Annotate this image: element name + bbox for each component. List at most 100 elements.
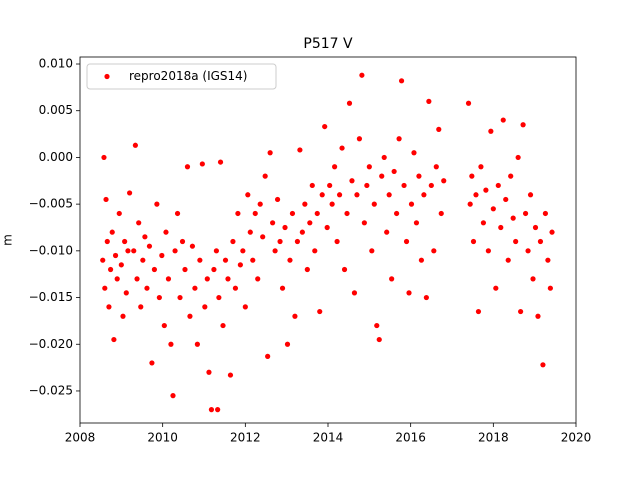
data-point	[170, 393, 176, 399]
data-point	[247, 229, 253, 235]
data-point	[199, 161, 205, 167]
data-point	[418, 257, 425, 263]
data-point	[237, 262, 243, 268]
data-point	[232, 285, 239, 291]
data-point	[172, 248, 178, 254]
data-point	[522, 210, 529, 217]
y-tick-label: −0.020	[29, 337, 73, 351]
data-point	[527, 192, 534, 198]
data-point	[510, 215, 516, 221]
x-tick-label: 2020	[561, 431, 592, 445]
data-point	[532, 224, 539, 231]
data-point	[304, 266, 310, 273]
data-point	[398, 78, 405, 84]
data-point	[230, 238, 236, 245]
data-point	[111, 336, 117, 343]
data-point	[211, 266, 217, 273]
data-point	[307, 220, 313, 226]
data-point	[433, 164, 439, 170]
y-tick-label: −0.010	[29, 243, 73, 257]
data-point	[187, 313, 193, 319]
data-point	[274, 196, 281, 203]
data-point	[473, 192, 479, 198]
data-point	[277, 238, 283, 245]
chart-title: P517 V	[303, 36, 353, 52]
data-point	[374, 322, 380, 329]
data-point	[122, 238, 128, 245]
data-point	[240, 248, 246, 254]
data-point	[493, 285, 499, 291]
data-point	[371, 201, 377, 207]
data-point	[384, 229, 390, 235]
data-point	[165, 276, 172, 282]
data-point	[184, 164, 191, 170]
data-point	[242, 304, 248, 310]
data-point	[179, 238, 186, 245]
data-point	[168, 341, 174, 347]
data-point	[174, 210, 181, 217]
y-tick-label: 0.000	[39, 150, 73, 164]
data-point	[192, 285, 198, 291]
data-point	[204, 276, 210, 282]
data-point	[475, 308, 482, 315]
data-point	[369, 248, 375, 254]
data-point	[438, 210, 444, 217]
data-point	[116, 210, 122, 217]
data-point	[498, 224, 504, 231]
data-point	[225, 276, 231, 282]
data-point	[287, 257, 293, 263]
data-point	[114, 276, 120, 282]
data-point	[140, 257, 146, 263]
data-point	[515, 154, 521, 161]
x-tick-label: 2012	[230, 431, 261, 445]
data-point	[102, 285, 108, 291]
data-point	[322, 123, 328, 130]
data-point	[194, 341, 200, 347]
data-point	[334, 238, 340, 245]
x-tick-label: 2008	[65, 431, 96, 445]
data-point	[216, 294, 222, 301]
data-point	[431, 248, 437, 254]
data-point	[359, 72, 365, 78]
data-point	[279, 285, 286, 291]
data-point	[535, 313, 541, 319]
data-point	[411, 150, 417, 156]
data-point	[136, 220, 142, 226]
x-tick-label: 2014	[313, 431, 344, 445]
data-point	[197, 257, 203, 263]
data-point	[490, 206, 496, 212]
y-axis-label: m	[1, 234, 15, 246]
data-point	[441, 178, 447, 184]
data-point	[151, 266, 157, 273]
data-point	[265, 353, 271, 359]
data-point	[109, 229, 115, 235]
data-point	[542, 210, 549, 217]
x-tick-label: 2016	[395, 431, 426, 445]
data-point	[513, 238, 519, 245]
data-point	[436, 126, 442, 132]
data-point	[100, 257, 106, 263]
data-point	[478, 164, 484, 170]
data-point	[220, 322, 226, 329]
data-point	[394, 210, 400, 217]
data-point	[134, 276, 140, 282]
data-point	[138, 304, 144, 310]
data-point	[250, 257, 256, 263]
data-point	[104, 238, 110, 245]
data-point	[189, 243, 196, 249]
data-point	[222, 257, 229, 263]
data-point	[485, 248, 491, 254]
data-point	[408, 201, 415, 207]
data-point	[257, 201, 263, 207]
y-tick-label: −0.025	[29, 383, 73, 397]
data-point	[182, 266, 188, 273]
data-point	[255, 276, 261, 282]
data-point	[149, 360, 155, 366]
data-point	[349, 178, 355, 184]
data-point	[235, 210, 241, 217]
data-point	[344, 210, 350, 217]
data-point	[500, 117, 506, 123]
data-point	[314, 210, 320, 217]
data-point	[213, 248, 219, 254]
